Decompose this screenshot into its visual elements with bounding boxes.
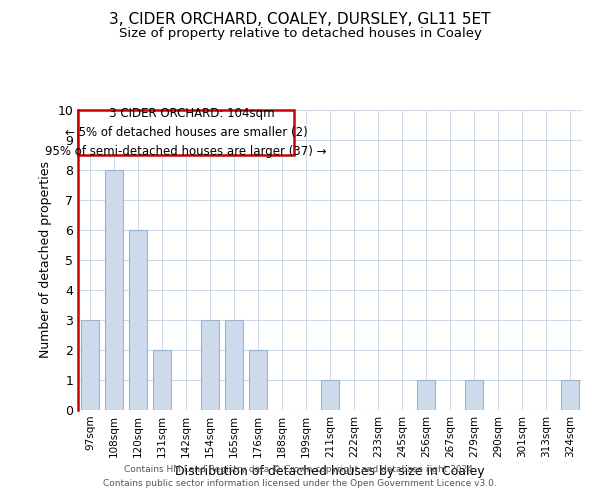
- Text: 3 CIDER ORCHARD: 104sqm
← 5% of detached houses are smaller (2)
95% of semi-deta: 3 CIDER ORCHARD: 104sqm ← 5% of detached…: [45, 107, 327, 158]
- Y-axis label: Number of detached properties: Number of detached properties: [39, 162, 52, 358]
- Bar: [249, 350, 267, 410]
- X-axis label: Distribution of detached houses by size in Coaley: Distribution of detached houses by size …: [175, 466, 485, 478]
- Text: Size of property relative to detached houses in Coaley: Size of property relative to detached ho…: [119, 28, 481, 40]
- Bar: [153, 350, 171, 410]
- Bar: [225, 320, 243, 410]
- Bar: [465, 380, 483, 410]
- Bar: [129, 230, 147, 410]
- Bar: [201, 320, 219, 410]
- Bar: [417, 380, 435, 410]
- Bar: [81, 320, 99, 410]
- Text: Contains HM Land Registry data © Crown copyright and database right 2024.
Contai: Contains HM Land Registry data © Crown c…: [103, 466, 497, 487]
- Bar: [105, 170, 123, 410]
- Bar: [321, 380, 339, 410]
- Bar: [78, 110, 294, 155]
- Bar: [561, 380, 579, 410]
- Text: 3, CIDER ORCHARD, COALEY, DURSLEY, GL11 5ET: 3, CIDER ORCHARD, COALEY, DURSLEY, GL11 …: [109, 12, 491, 28]
